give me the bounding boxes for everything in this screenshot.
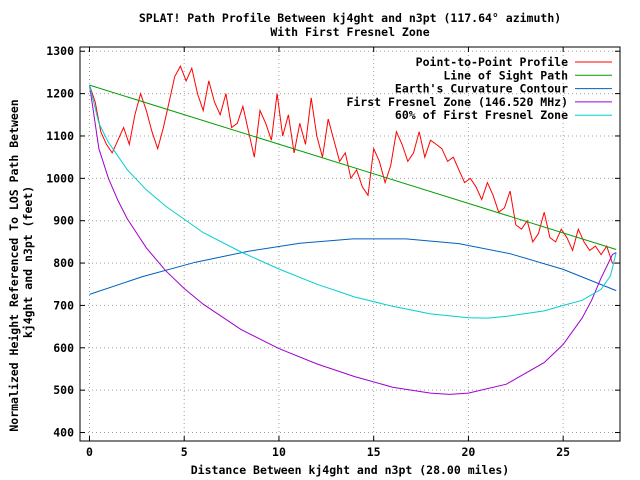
series-60-of-first-fresnel-zone	[89, 84, 617, 319]
series-line-of-sight-path	[89, 84, 617, 250]
y-tick-label: 1000	[46, 171, 74, 185]
y-tick-label: 500	[53, 383, 74, 397]
series-earth-s-curvature-contour	[89, 238, 617, 295]
y-tick-label: 900	[53, 214, 74, 228]
x-tick-label: 0	[86, 445, 93, 459]
x-tick-label: 10	[272, 445, 286, 459]
x-tick-label: 5	[181, 445, 188, 459]
ticks: 0 5 10 15 20 25 400 500 600 700 800 900 1000 1100 1200…	[46, 44, 620, 459]
grid	[80, 47, 620, 441]
legend-label-line-of-sight-path: Line of Sight Path	[443, 68, 568, 82]
x-tick-label: 20	[461, 445, 475, 459]
chart-title: SPLAT! Path Profile Between kj4ght and n…	[139, 11, 561, 25]
legend-label-60-of-first-fresnel-zone: 60% of First Fresnel Zone	[395, 108, 568, 122]
y-tick-label: 700	[53, 298, 74, 312]
y-tick-label: 600	[53, 341, 74, 355]
plot-frame	[79, 46, 621, 442]
y-tick-label: 400	[53, 426, 74, 440]
legend-label-first-fresnel-zone-146-520-mhz: First Fresnel Zone (146.520 MHz)	[346, 95, 568, 109]
y-tick-label: 1100	[46, 129, 74, 143]
legend-label-point-to-point-profile: Point-to-Point Profile	[416, 55, 568, 69]
y-tick-label: 800	[53, 256, 74, 270]
series-point-to-point-profile	[89, 64, 617, 264]
y-tick-label: 1200	[46, 87, 74, 101]
x-axis-label: Distance Between kj4ght and n3pt (28.00 …	[191, 463, 510, 477]
y-tick-label: 1300	[46, 44, 74, 58]
chart-subtitle: With First Fresnel Zone	[270, 25, 429, 39]
x-tick-label: 15	[367, 445, 381, 459]
y-axis-label-line-1: Normalized Height Referenced To LOS Path…	[7, 99, 21, 431]
series-layer	[89, 64, 617, 395]
y-axis-label: Normalized Height Referenced To LOS Path…	[7, 92, 35, 431]
series-first-fresnel-zone-146-520-mhz	[89, 85, 617, 395]
y-axis-label-line-2: kj4ght and n3pt (feet)	[21, 186, 35, 338]
legend-label-earth-s-curvature-contour: Earth's Curvature Contour	[395, 82, 568, 96]
x-tick-label: 25	[556, 445, 570, 459]
